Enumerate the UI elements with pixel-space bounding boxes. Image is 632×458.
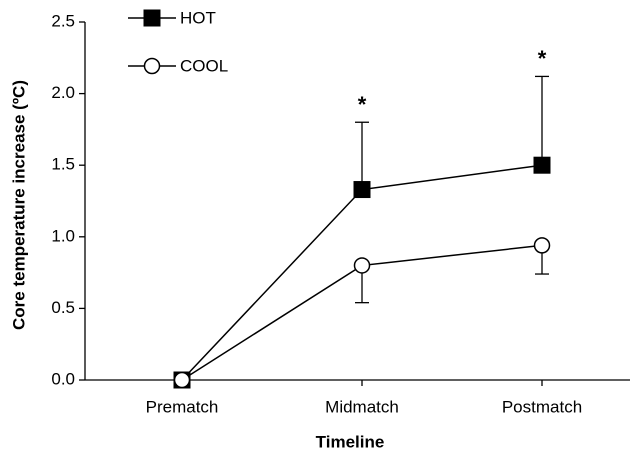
- y-axis-title: Core temperature increase (ºC): [9, 80, 28, 330]
- data-point: [533, 156, 551, 174]
- legend-marker: [143, 9, 161, 27]
- data-point: [173, 371, 191, 389]
- annotation: *: [538, 46, 547, 71]
- y-tick-label: 0.5: [51, 298, 75, 317]
- x-axis-title: Timeline: [316, 432, 385, 451]
- y-tick-label: 2.0: [51, 83, 75, 102]
- x-tick-label: Prematch: [146, 397, 219, 416]
- data-point: [533, 237, 551, 254]
- y-tick-label: 1.0: [51, 226, 75, 245]
- y-tick-label: 1.5: [51, 155, 75, 174]
- legend-label: HOT: [180, 8, 216, 27]
- x-tick-label: Postmatch: [502, 397, 582, 416]
- data-point: [353, 181, 371, 199]
- x-tick-label: Midmatch: [325, 397, 399, 416]
- legend-marker: [143, 57, 161, 75]
- annotation: *: [358, 92, 367, 117]
- data-point: [353, 257, 371, 274]
- legend-label: COOL: [180, 56, 228, 75]
- y-tick-label: 2.5: [51, 11, 75, 30]
- y-tick-label: 0.0: [51, 369, 75, 388]
